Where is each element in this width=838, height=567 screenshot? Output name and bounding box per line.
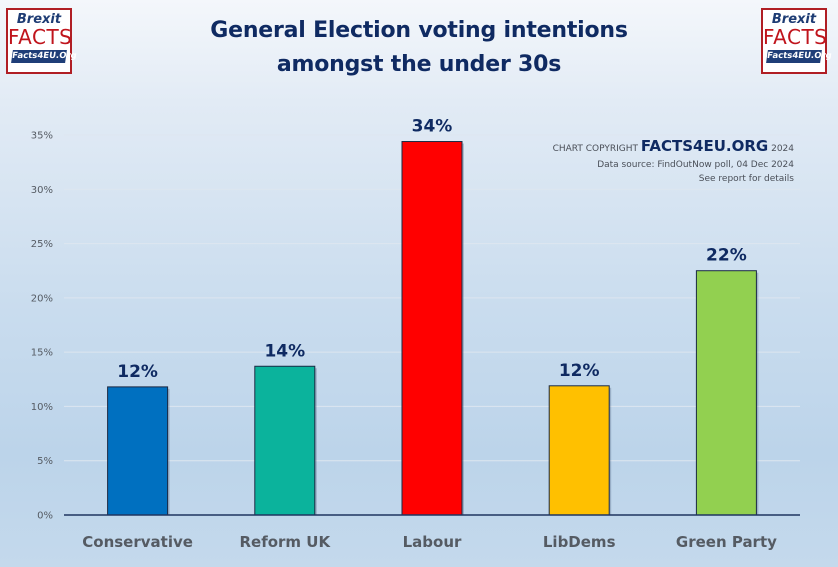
bar-conservative [107, 386, 169, 516]
chart-title-line-2: amongst the under 30s [276, 52, 562, 77]
copyright-brand: FACTS4EU.ORG [640, 137, 769, 155]
data-label: 12% [559, 361, 600, 381]
copyright-prefix: CHART COPYRIGHT [552, 144, 638, 154]
logo-brexit-text: Brexit [771, 12, 817, 27]
data-label: 14% [264, 341, 305, 361]
brexit-facts-logo-right: Brexit FACTS Facts4EU.Org [761, 8, 832, 74]
copyright-notice: CHART COPYRIGHT FACTS4EU.ORG 2024 Data s… [553, 137, 794, 186]
x-category-label: Conservative [82, 533, 193, 551]
data-label: 22% [706, 246, 747, 266]
logo-facts-text: FACTS [8, 25, 73, 49]
x-axis-labels: Conservative Reform UK Labour LibDems Green … [82, 533, 777, 551]
report-note-text: See report for details [698, 174, 794, 184]
y-tick-label: 20% [31, 293, 53, 304]
data-source-text: Data source: FindOutNow poll, 04 Dec 202… [597, 160, 794, 170]
x-category-label: Reform UK [239, 533, 331, 551]
data-label: 34% [412, 117, 453, 137]
bar-reform-uk [254, 365, 316, 516]
x-category-label: LibDems [543, 533, 616, 551]
y-tick-label: 15% [31, 348, 53, 359]
bar-green-party [695, 270, 757, 516]
chart-title: General Election voting intentions among… [0, 14, 838, 82]
y-tick-label: 25% [31, 239, 53, 250]
data-labels: 12% 14% 34% 12% 22% [117, 117, 747, 382]
y-axis-ticks: 0% 5% 10% 15% 20% 25% 30% 35% [31, 131, 53, 522]
y-tick-label: 30% [31, 185, 53, 196]
x-category-label: Labour [403, 533, 462, 551]
brexit-facts-logo-left: Brexit FACTS Facts4EU.Org [6, 8, 77, 74]
data-label: 12% [117, 362, 158, 382]
logo-brexit-text: Brexit [16, 12, 62, 27]
bar-labour [401, 141, 463, 516]
y-tick-label: 10% [31, 402, 53, 413]
bars [107, 141, 759, 516]
logo-facts-text: FACTS [763, 25, 828, 49]
bar-libdems [548, 385, 610, 516]
y-tick-label: 0% [37, 511, 53, 522]
y-tick-label: 5% [37, 456, 53, 467]
chart-title-line-1: General Election voting intentions [210, 18, 628, 43]
y-tick-label: 35% [31, 131, 53, 142]
x-category-label: Green Party [676, 533, 777, 551]
copyright-year: 2024 [771, 144, 794, 154]
